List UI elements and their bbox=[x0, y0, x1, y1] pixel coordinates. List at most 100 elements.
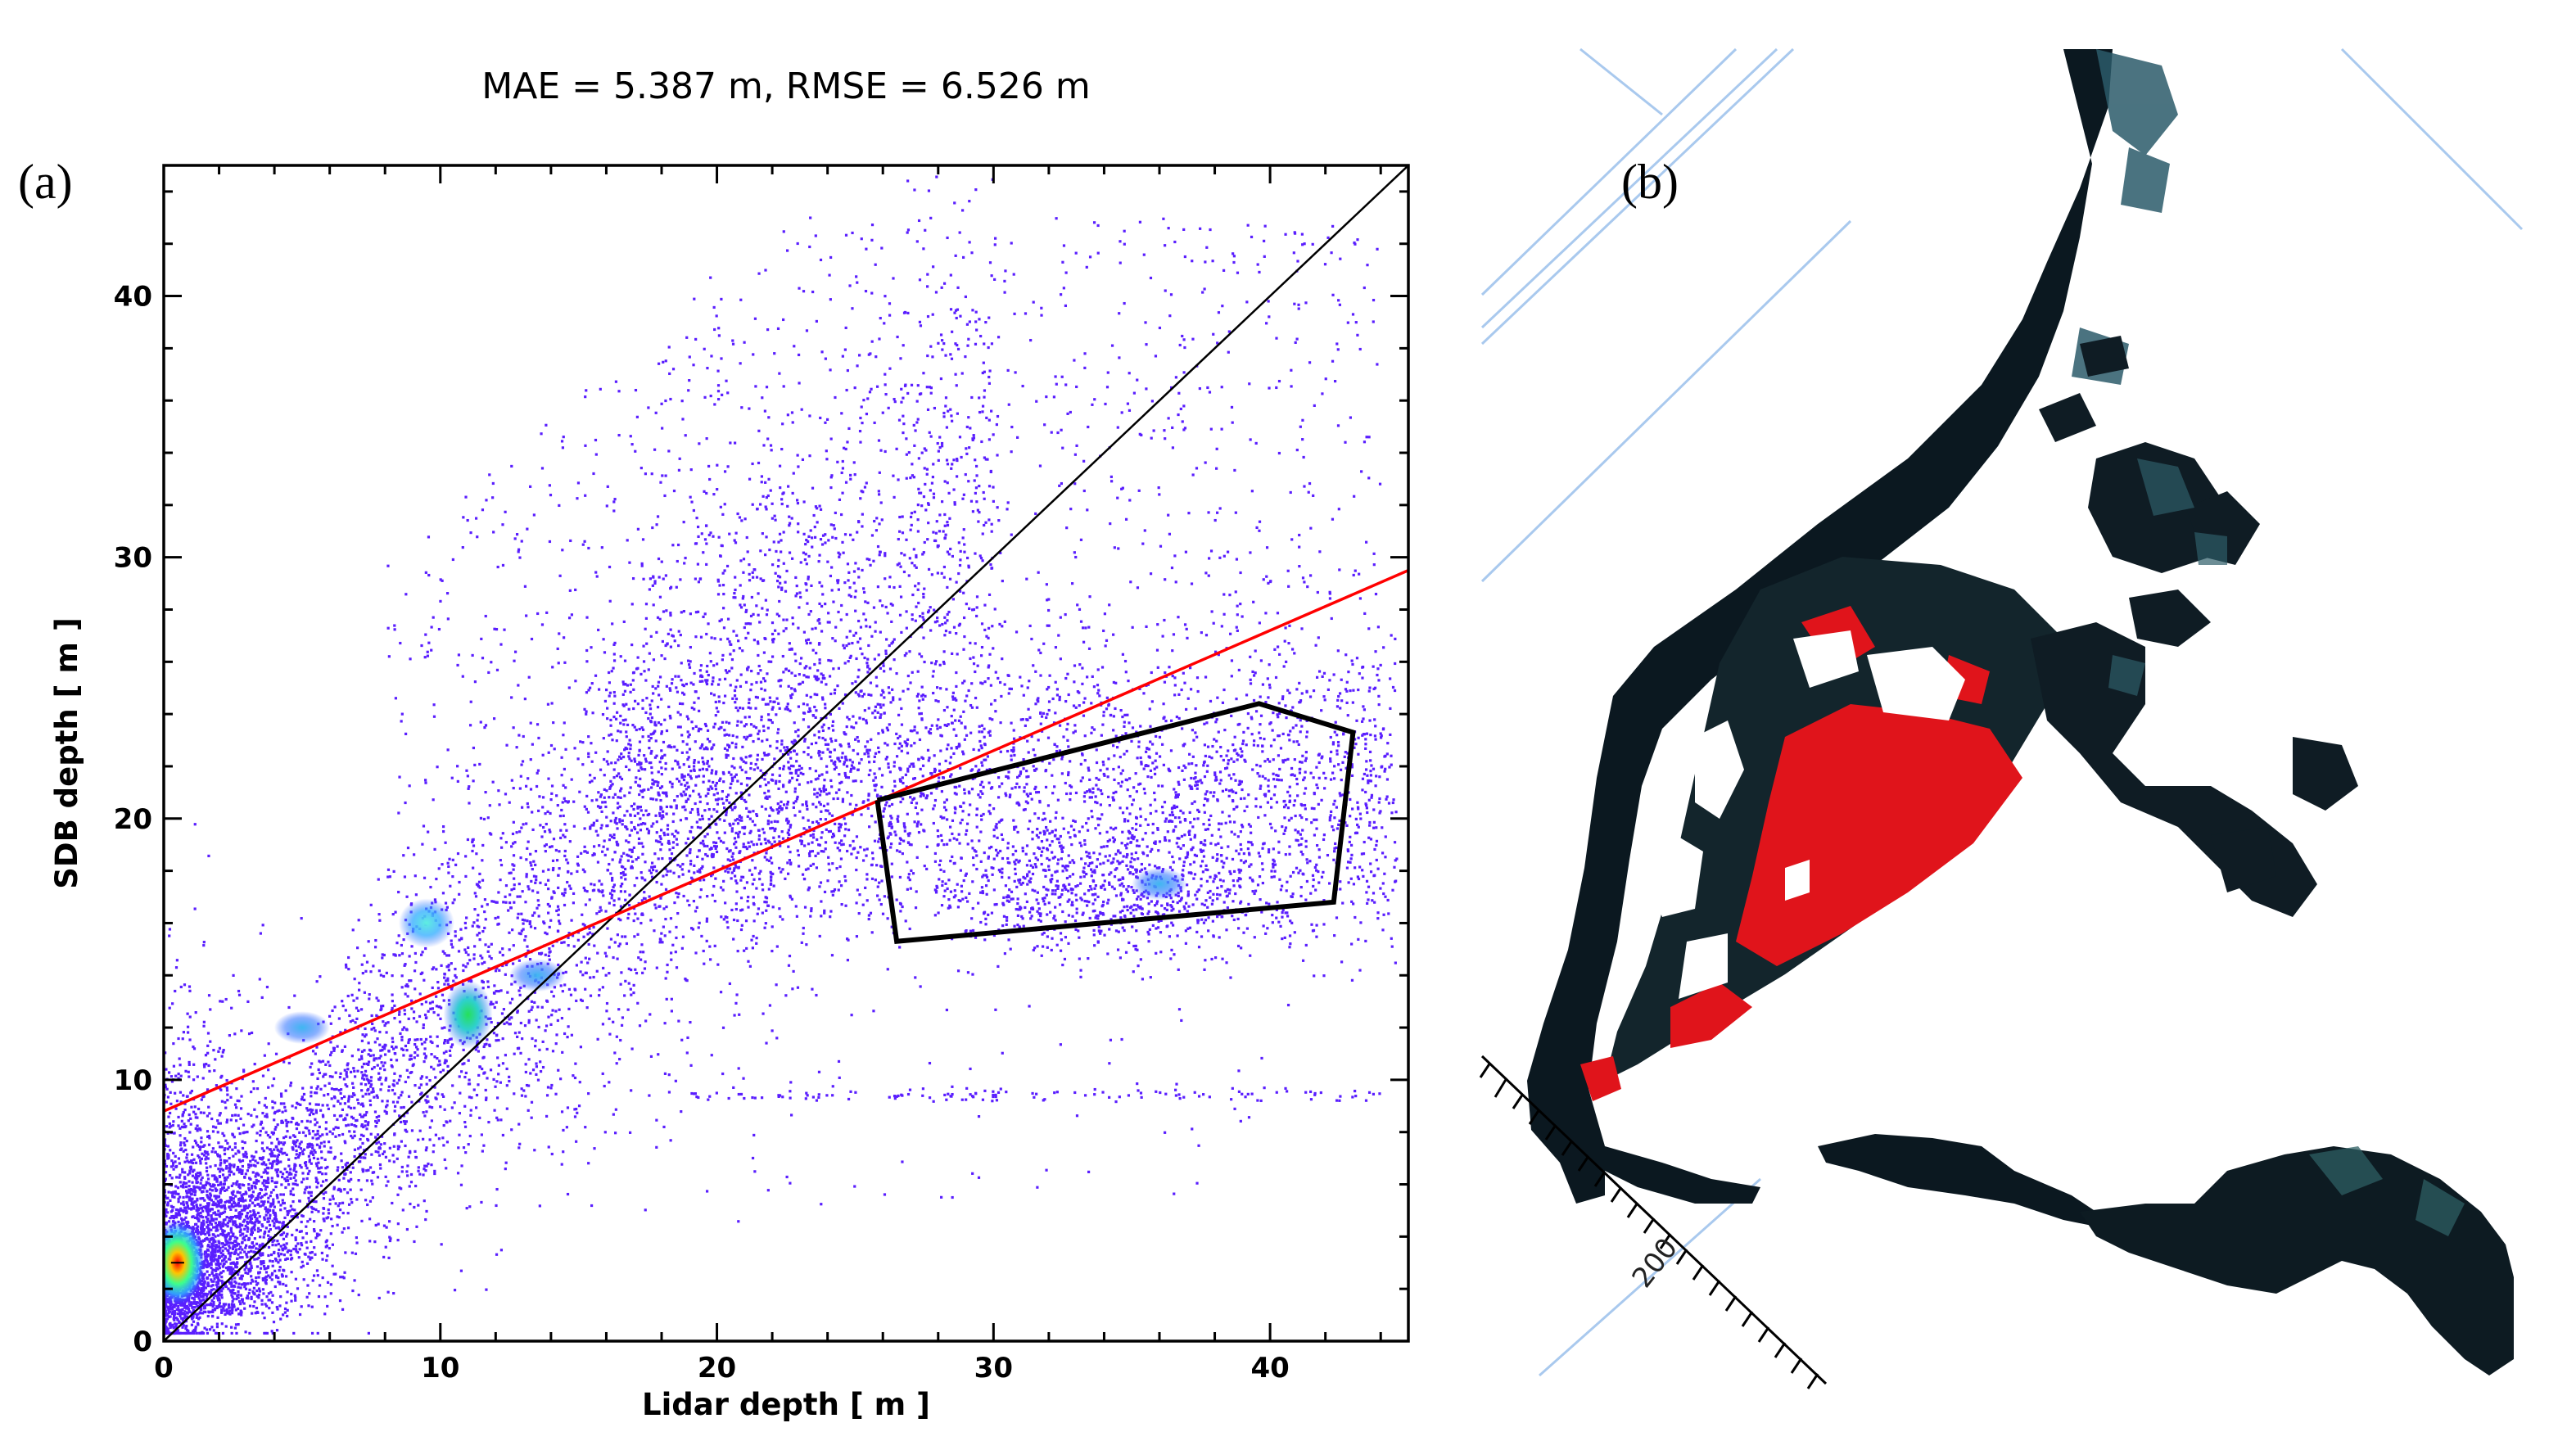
scatter-point bbox=[263, 1216, 266, 1219]
scatter-point bbox=[582, 935, 585, 938]
scatter-point bbox=[278, 1109, 281, 1112]
scatter-point bbox=[648, 739, 651, 743]
scatter-point bbox=[589, 976, 592, 979]
scatter-point bbox=[418, 1014, 422, 1019]
scatter-point bbox=[587, 1162, 590, 1165]
scatter-point bbox=[289, 1081, 293, 1085]
scatter-point bbox=[358, 988, 361, 992]
scatter-point bbox=[810, 907, 813, 910]
scatter-point bbox=[409, 1071, 412, 1074]
scatter-point bbox=[481, 956, 484, 960]
scatter-point bbox=[658, 814, 662, 818]
scatter-point bbox=[464, 1071, 468, 1075]
scatter-point bbox=[527, 1010, 531, 1013]
scatter-point bbox=[603, 801, 607, 804]
scatter-point bbox=[485, 1288, 488, 1291]
scatter-point bbox=[352, 1086, 355, 1089]
scatter-point bbox=[775, 612, 779, 616]
scatter-point bbox=[341, 1108, 345, 1111]
scatter-point bbox=[712, 535, 715, 538]
scatter-point bbox=[359, 1188, 363, 1191]
scatter-point bbox=[405, 1111, 409, 1114]
scatter-point bbox=[476, 1046, 479, 1049]
scatter-point bbox=[477, 925, 481, 928]
scatter-point bbox=[211, 1310, 215, 1314]
scatter-point bbox=[400, 943, 403, 947]
scatter-point bbox=[922, 595, 925, 599]
scatter-point bbox=[477, 884, 481, 888]
scatter-point bbox=[546, 1086, 550, 1089]
scatter-point bbox=[937, 449, 940, 453]
scatter-point bbox=[552, 720, 555, 725]
scatter-point bbox=[176, 1317, 179, 1321]
scatter-point bbox=[987, 626, 991, 630]
scatter-point bbox=[497, 990, 500, 993]
scatter-point bbox=[314, 1111, 319, 1114]
scatter-point bbox=[758, 621, 762, 624]
scatter-point bbox=[983, 628, 987, 632]
scatter-point bbox=[585, 794, 589, 797]
scatter-point bbox=[612, 659, 617, 662]
scatter-point bbox=[802, 718, 805, 721]
scatter-point bbox=[884, 373, 887, 376]
scatter-point bbox=[716, 463, 719, 467]
scatter-point bbox=[341, 1276, 345, 1279]
scatter-point bbox=[345, 965, 348, 969]
scatter-point bbox=[823, 676, 826, 680]
scatter-point bbox=[719, 886, 723, 889]
scatter-point bbox=[272, 1198, 275, 1201]
scatter-point bbox=[324, 1073, 328, 1076]
scatter-point bbox=[219, 1191, 222, 1195]
scatter-point bbox=[314, 1162, 319, 1165]
scatter-point bbox=[355, 1198, 359, 1201]
scatter-point bbox=[938, 436, 942, 439]
scatter-point bbox=[677, 630, 680, 633]
scatter-point bbox=[490, 942, 493, 946]
scatter-point bbox=[165, 1317, 169, 1321]
scatter-point bbox=[926, 314, 930, 318]
scatter-point bbox=[550, 784, 554, 788]
scatter-point bbox=[352, 1092, 355, 1095]
scatter-point bbox=[930, 573, 933, 576]
scatter-point bbox=[338, 1202, 341, 1205]
scatter-point bbox=[358, 1058, 361, 1061]
scatter-point bbox=[648, 895, 651, 898]
scatter-point bbox=[974, 310, 978, 314]
scatter-point bbox=[233, 1280, 237, 1283]
scatter-point bbox=[311, 1050, 315, 1053]
scatter-point bbox=[868, 748, 871, 752]
scatter-point bbox=[188, 1303, 191, 1306]
scatter-point bbox=[420, 1091, 423, 1095]
scatter-point bbox=[325, 1217, 328, 1220]
scatter-point bbox=[282, 1231, 286, 1235]
scatter-point bbox=[447, 954, 451, 957]
scatter-point bbox=[893, 495, 896, 499]
scatter-point bbox=[861, 490, 865, 494]
scatter-point bbox=[721, 802, 725, 805]
scatter-point bbox=[278, 1150, 282, 1154]
scatter-point bbox=[769, 489, 772, 492]
scatter-point bbox=[749, 614, 753, 618]
scatter-point bbox=[265, 1166, 269, 1170]
scatter-point bbox=[643, 891, 646, 894]
scatter-point bbox=[289, 1258, 293, 1261]
scatter-point bbox=[883, 670, 886, 673]
scatter-point bbox=[329, 1053, 332, 1057]
scatter-point bbox=[620, 757, 623, 760]
scatter-point bbox=[505, 1021, 508, 1024]
scatter-point bbox=[358, 1153, 362, 1156]
scatter-point bbox=[254, 1159, 257, 1163]
scatter-point bbox=[479, 954, 482, 957]
scatter-point bbox=[608, 862, 611, 866]
scatter-point bbox=[357, 919, 360, 922]
scatter-point bbox=[224, 1218, 227, 1222]
scatter-point bbox=[890, 620, 893, 623]
scatter-point bbox=[922, 551, 925, 554]
scatter-point bbox=[464, 874, 468, 879]
scatter-point bbox=[289, 1249, 293, 1253]
scatter-point bbox=[757, 737, 760, 741]
scatter-point bbox=[644, 960, 647, 964]
scatter-point bbox=[536, 723, 540, 726]
scatter-point bbox=[609, 937, 613, 941]
scatter-point bbox=[307, 1196, 310, 1200]
